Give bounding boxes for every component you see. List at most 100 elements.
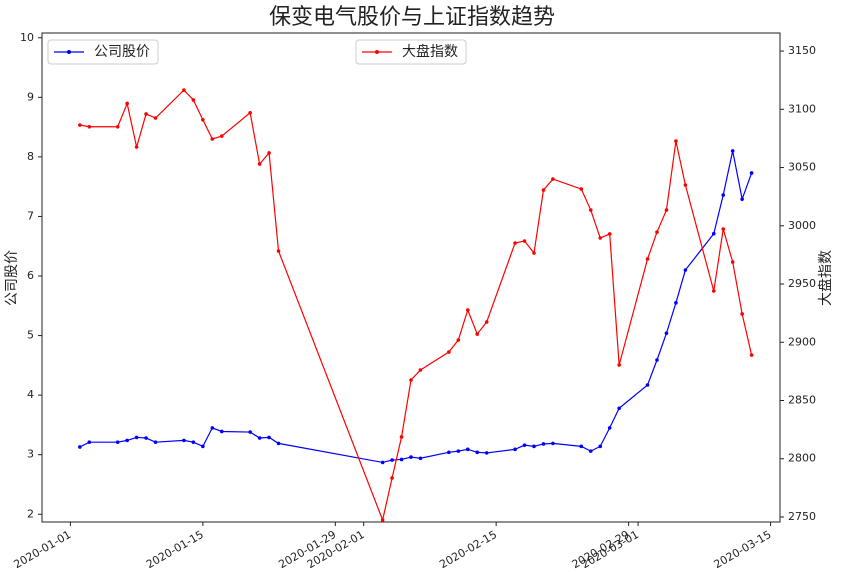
- legend-label: 公司股价: [94, 44, 150, 60]
- data-point: [267, 151, 271, 155]
- data-point: [607, 232, 612, 236]
- data-point: [257, 436, 262, 440]
- legend-label: 大盘指数: [402, 43, 458, 60]
- y-tick-label: 5: [27, 329, 34, 342]
- data-point: [447, 350, 451, 354]
- data-point: [588, 208, 593, 212]
- data-point: [115, 124, 120, 129]
- data-point: [134, 145, 139, 149]
- data-point: [210, 137, 215, 141]
- data-point: [219, 429, 224, 434]
- data-point: [664, 331, 669, 335]
- data-point: [484, 451, 489, 455]
- data-point: [551, 177, 555, 181]
- y2-tick-label: 3050: [788, 161, 816, 174]
- data-point: [418, 456, 423, 461]
- data-point: [721, 227, 726, 231]
- data-point: [276, 249, 281, 253]
- data-point: [134, 435, 139, 440]
- data-point: [674, 301, 678, 305]
- data-point: [617, 363, 621, 367]
- data-point: [380, 518, 385, 522]
- data-point: [749, 171, 754, 175]
- data-point: [645, 383, 650, 387]
- y2-tick-label: 3150: [788, 44, 816, 57]
- data-point: [78, 123, 82, 127]
- data-point: [484, 320, 489, 324]
- data-point: [730, 149, 735, 153]
- data-point: [522, 443, 527, 447]
- series-line: [79, 150, 753, 464]
- data-point: [399, 457, 404, 462]
- data-point: [721, 193, 726, 197]
- data-point: [541, 188, 546, 192]
- y-tick-label: 2: [27, 507, 34, 520]
- data-point: [664, 208, 669, 212]
- y-tick-label: 3: [27, 448, 34, 461]
- y-tick-label: 8: [27, 150, 34, 163]
- data-point: [513, 447, 517, 452]
- x-tick-label: 2020-03-15: [712, 528, 774, 571]
- data-point: [390, 458, 394, 462]
- data-point: [456, 449, 461, 453]
- legend-box: [355, 39, 467, 65]
- data-point: [551, 441, 555, 446]
- y2-tick-label: 2750: [788, 510, 816, 523]
- data-point: [390, 476, 394, 480]
- data-point: [579, 187, 584, 191]
- x-tick-label: 2020-01-15: [144, 528, 206, 571]
- y-tick-label: 9: [27, 90, 34, 103]
- data-point: [522, 239, 527, 243]
- data-point: [711, 231, 716, 236]
- data-point: [607, 426, 612, 430]
- y2-tick-label: 3100: [788, 102, 816, 115]
- data-point: [588, 449, 593, 453]
- data-point: [399, 435, 404, 439]
- data-point: [267, 435, 271, 440]
- data-point: [380, 460, 385, 465]
- data-point: [144, 112, 148, 116]
- data-point: [210, 426, 215, 430]
- data-point: [78, 445, 82, 449]
- y-axis-label: 公司股价: [4, 250, 20, 306]
- data-point: [711, 289, 716, 293]
- data-point: [201, 444, 205, 449]
- y2-tick-label: 3000: [788, 219, 816, 232]
- y2-tick-label: 2900: [788, 335, 816, 348]
- data-point: [541, 442, 546, 446]
- data-point: [674, 139, 678, 143]
- data-point: [276, 441, 281, 446]
- data-point: [191, 98, 196, 102]
- y2-axis-label: 大盘指数: [817, 250, 834, 306]
- legend-marker: [375, 50, 379, 54]
- y-tick-label: 10: [20, 31, 34, 44]
- data-point: [182, 88, 186, 92]
- data-point: [683, 183, 688, 187]
- data-point: [598, 236, 603, 240]
- data-point: [456, 338, 461, 342]
- data-point: [740, 312, 744, 316]
- data-point: [475, 332, 480, 336]
- data-point: [87, 124, 92, 129]
- data-point: [655, 230, 659, 234]
- y2-tick-label: 2850: [788, 394, 816, 407]
- chart-title: 保变电气股价与上证指数趋势: [269, 5, 555, 30]
- data-point: [409, 455, 413, 459]
- data-point: [144, 436, 148, 440]
- data-point: [248, 110, 252, 115]
- data-point: [598, 444, 603, 449]
- y-tick-label: 7: [27, 209, 34, 222]
- data-point: [257, 162, 262, 166]
- data-point: [125, 101, 129, 106]
- data-point: [115, 440, 120, 444]
- data-point: [87, 440, 92, 444]
- series-line: [79, 89, 753, 523]
- y2-tick-label: 2800: [788, 452, 816, 465]
- data-point: [655, 358, 659, 362]
- data-point: [749, 353, 754, 357]
- data-point: [219, 134, 224, 138]
- data-point: [409, 378, 413, 382]
- data-point: [447, 450, 451, 455]
